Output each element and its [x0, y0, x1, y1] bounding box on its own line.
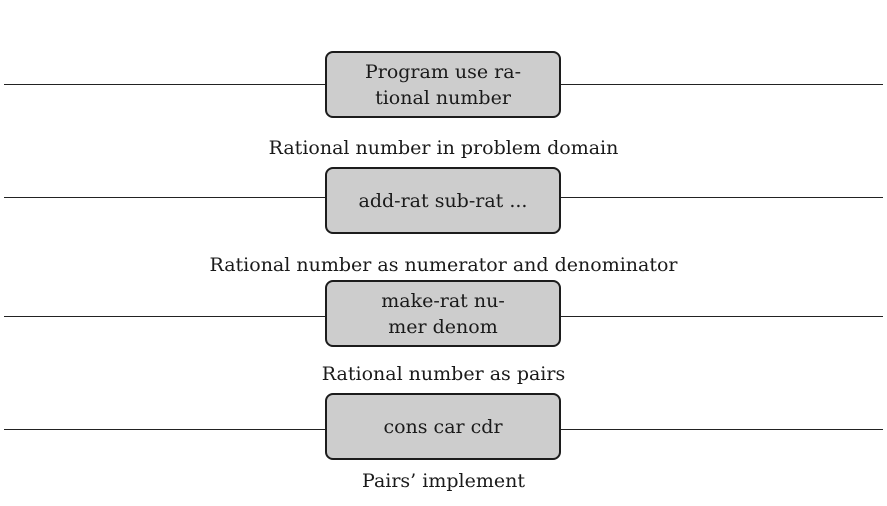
abstraction-barrier-line-left	[4, 316, 325, 317]
layer-box-pairs: cons car cdr	[325, 393, 561, 460]
layer-caption: Rational number as numerator and denomin…	[209, 254, 678, 276]
box-line: add-rat sub-rat ...	[358, 189, 528, 212]
abstraction-barrier-line-left	[4, 84, 325, 85]
box-line: mer denom	[388, 315, 498, 338]
abstraction-barrier-line-left	[4, 429, 325, 430]
abstraction-barrier-line-right	[561, 197, 883, 198]
layer-box-constructors: make-rat nu- mer denom	[325, 280, 561, 347]
abstraction-barrier-line-right	[561, 84, 883, 85]
box-line: make-rat nu-	[381, 289, 505, 312]
layer-caption: Rational number in problem domain	[268, 137, 619, 159]
layer-box-program: Program use ra- tional number	[325, 51, 561, 118]
abstraction-barrier-line-right	[561, 429, 883, 430]
layer-caption: Pairs’ implement	[362, 470, 525, 492]
box-line: cons car cdr	[383, 415, 503, 438]
layer-box-rat-ops: add-rat sub-rat ...	[325, 167, 561, 234]
box-line: tional number	[375, 86, 511, 109]
layer-caption: Rational number as pairs	[321, 363, 566, 385]
box-line: Program use ra-	[364, 60, 522, 83]
abstraction-barrier-line-right	[561, 316, 883, 317]
abstraction-barrier-line-left	[4, 197, 325, 198]
